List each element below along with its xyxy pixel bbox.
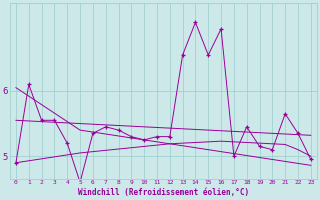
X-axis label: Windchill (Refroidissement éolien,°C): Windchill (Refroidissement éolien,°C) [78, 188, 249, 197]
